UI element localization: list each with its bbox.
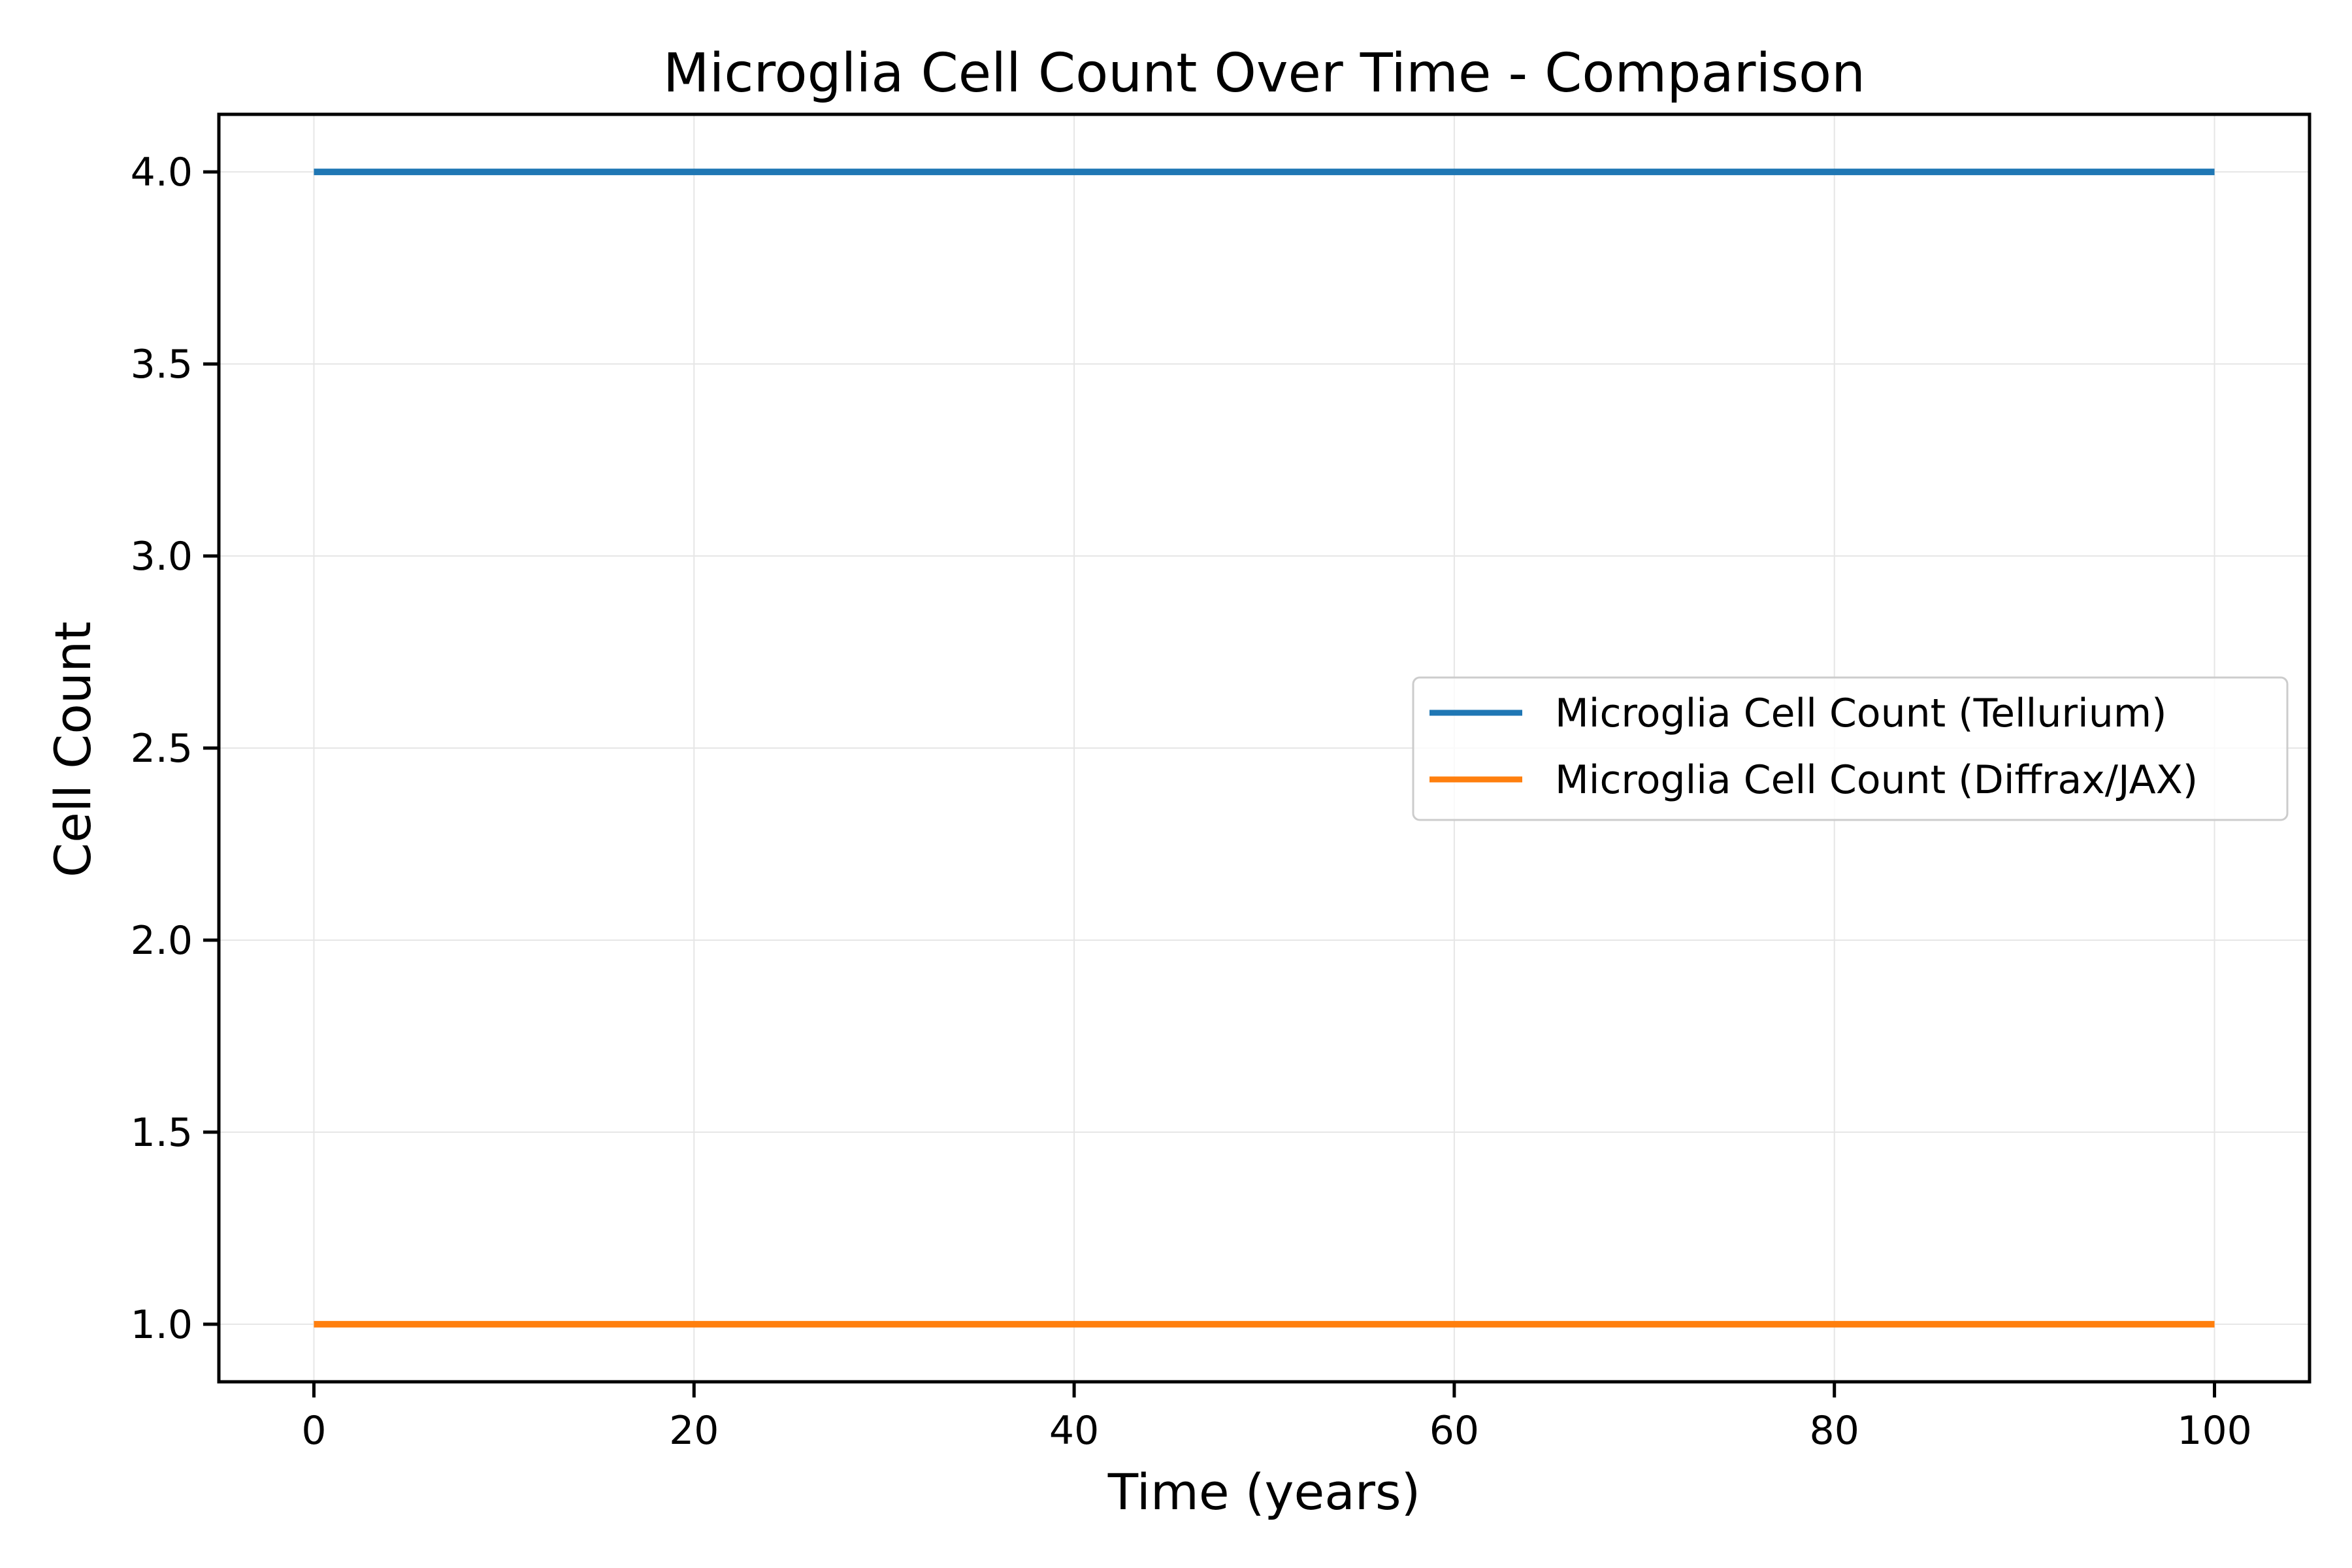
y-tick-label: 3.0 [131, 534, 193, 580]
series-lines [314, 169, 2215, 1328]
x-tick-label: 0 [301, 1408, 326, 1454]
x-tick-label: 40 [1049, 1408, 1099, 1454]
chart-title: Microglia Cell Count Over Time - Compari… [663, 42, 1865, 105]
y-tick-label: 2.5 [131, 726, 193, 772]
legend: Microglia Cell Count (Tellurium) Microgl… [1412, 676, 2289, 821]
y-axis-label: Cell Count [44, 621, 102, 877]
x-tick-label: 100 [2177, 1408, 2252, 1454]
x-tick-label: 20 [669, 1408, 719, 1454]
legend-label-tellurium: Microglia Cell Count (Tellurium) [1555, 691, 2167, 736]
legend-label-diffrax: Microglia Cell Count (Diffrax/JAX) [1555, 757, 2198, 803]
legend-box [1412, 676, 2289, 821]
x-tick-label: 60 [1429, 1408, 1479, 1454]
y-tick-label: 3.5 [131, 342, 193, 387]
x-axis-label: Time (years) [1107, 1463, 1421, 1521]
axis-ticks: 0 20 40 60 80 100 1.0 1.5 2.0 2.5 3.0 3.5 4.0 [131, 150, 2252, 1454]
y-tick-label: 1.0 [131, 1302, 193, 1348]
y-tick-label: 4.0 [131, 150, 193, 195]
y-tick-label: 2.0 [131, 918, 193, 964]
y-tick-label: 1.5 [131, 1110, 193, 1156]
x-tick-label: 80 [1810, 1408, 1859, 1454]
